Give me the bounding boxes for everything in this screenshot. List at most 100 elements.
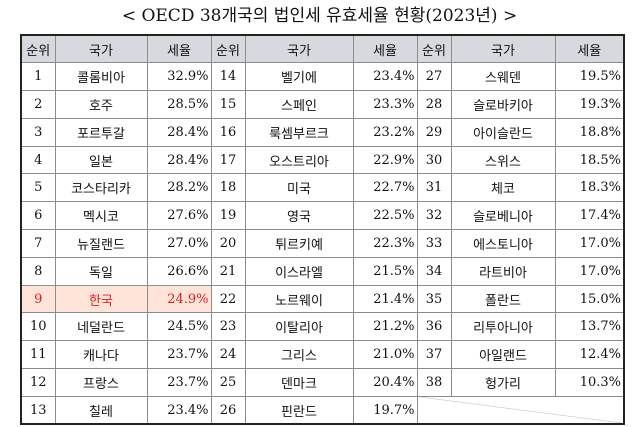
rank-cell: 19 bbox=[210, 201, 246, 231]
country-cell: 포르투갈 bbox=[54, 117, 148, 147]
rate-cell: 24.5% bbox=[146, 312, 212, 342]
rate-cell: 21.5% bbox=[352, 256, 418, 286]
rate-cell: 28.5% bbox=[146, 90, 212, 119]
rate-cell: 10.3% bbox=[554, 368, 625, 397]
table-row: 1 콜롬비아 32.9% 14 벨기에 23.4% 27 스웨덴 19.5% bbox=[20, 62, 625, 92]
rate-cell: 27.0% bbox=[146, 229, 212, 258]
rate-cell: 17.4% bbox=[554, 201, 625, 231]
country-cell: 덴마크 bbox=[244, 368, 354, 397]
rate-cell: 21.2% bbox=[352, 312, 418, 342]
rate-cell: 23.4% bbox=[146, 395, 212, 426]
country-cell: 에스토니아 bbox=[450, 229, 556, 258]
rate-cell: 18.3% bbox=[554, 173, 625, 203]
country-cell: 호주 bbox=[54, 90, 148, 119]
header-country: 국가 bbox=[54, 34, 148, 64]
rank-cell: 7 bbox=[20, 229, 56, 258]
rank-cell: 30 bbox=[416, 145, 452, 175]
table-row: 9 한국 24.9% 22 노르웨이 21.4% 35 폴란드 15.0% bbox=[20, 284, 625, 314]
rate-cell: 23.3% bbox=[352, 90, 418, 119]
rate-cell: 28.4% bbox=[146, 117, 212, 147]
country-cell: 네덜란드 bbox=[54, 312, 148, 342]
header-rate: 세율 bbox=[146, 34, 212, 64]
rank-cell: 4 bbox=[20, 145, 56, 175]
rank-cell: 6 bbox=[20, 201, 56, 231]
rate-cell: 17.0% bbox=[554, 229, 625, 258]
country-cell: 프랑스 bbox=[54, 368, 148, 397]
country-cell: 코스타리카 bbox=[54, 173, 148, 203]
country-cell: 라트비아 bbox=[450, 256, 556, 286]
rank-cell: 36 bbox=[416, 312, 452, 342]
rate-cell: 12.4% bbox=[554, 340, 625, 370]
rank-cell: 35 bbox=[416, 284, 452, 314]
rank-cell: 14 bbox=[210, 62, 246, 92]
country-cell: 콜롬비아 bbox=[54, 62, 148, 92]
header-rank: 순위 bbox=[210, 34, 246, 64]
rank-cell: 21 bbox=[210, 256, 246, 286]
rate-cell: 17.0% bbox=[554, 256, 625, 286]
rank-cell: 3 bbox=[20, 117, 56, 147]
rank-cell: 17 bbox=[210, 145, 246, 175]
rate-cell: 28.4% bbox=[146, 145, 212, 175]
rank-cell: 12 bbox=[20, 368, 56, 397]
rank-cell: 24 bbox=[210, 340, 246, 370]
rate-cell: 23.7% bbox=[146, 368, 212, 397]
rank-cell: 16 bbox=[210, 117, 246, 147]
rank-cell: 10 bbox=[20, 312, 56, 342]
country-cell: 노르웨이 bbox=[244, 284, 354, 314]
rank-cell: 31 bbox=[416, 173, 452, 203]
country-cell: 독일 bbox=[54, 256, 148, 286]
country-cell: 이스라엘 bbox=[244, 256, 354, 286]
rate-cell: 23.2% bbox=[352, 117, 418, 147]
rate-cell: 19.3% bbox=[554, 90, 625, 119]
country-cell: 슬로바키아 bbox=[450, 90, 556, 119]
rate-cell: 15.0% bbox=[554, 284, 625, 314]
rank-cell: 32 bbox=[416, 201, 452, 231]
rate-cell: 23.7% bbox=[146, 340, 212, 370]
country-cell: 리투아니아 bbox=[450, 312, 556, 342]
country-cell: 튀르키예 bbox=[244, 229, 354, 258]
rank-cell: 22 bbox=[210, 284, 246, 314]
header-rank: 순위 bbox=[20, 34, 56, 64]
country-cell: 한국 bbox=[54, 284, 148, 314]
table-row: 6 멕시코 27.6% 19 영국 22.5% 32 슬로베니아 17.4% bbox=[20, 201, 625, 231]
empty-cell bbox=[416, 395, 625, 426]
rate-cell: 22.9% bbox=[352, 145, 418, 175]
table-row: 2 호주 28.5% 15 스페인 23.3% 28 슬로바키아 19.3% bbox=[20, 90, 625, 119]
diagonal-line-icon bbox=[420, 397, 622, 423]
country-cell: 헝가리 bbox=[450, 368, 556, 397]
rank-cell: 2 bbox=[20, 90, 56, 119]
country-cell: 아일랜드 bbox=[450, 340, 556, 370]
rate-cell: 24.9% bbox=[146, 284, 212, 314]
rate-cell: 23.4% bbox=[352, 62, 418, 92]
rank-cell: 26 bbox=[210, 395, 246, 426]
table-row: 7 뉴질랜드 27.0% 20 튀르키예 22.3% 33 에스토니아 17.0% bbox=[20, 229, 625, 258]
table-row: 3 포르투갈 28.4% 16 룩셈부르크 23.2% 29 아이슬란드 18.8% bbox=[20, 117, 625, 147]
table-row: 10 네덜란드 24.5% 23 이탈리아 21.2% 36 리투아니아 13.7% bbox=[20, 312, 625, 342]
country-cell: 뉴질랜드 bbox=[54, 229, 148, 258]
header-rate: 세율 bbox=[554, 34, 625, 64]
rank-cell: 20 bbox=[210, 229, 246, 258]
rank-cell: 5 bbox=[20, 173, 56, 203]
rank-cell: 34 bbox=[416, 256, 452, 286]
rank-cell: 23 bbox=[210, 312, 246, 342]
rank-cell: 28 bbox=[416, 90, 452, 119]
rate-cell: 27.6% bbox=[146, 201, 212, 231]
rate-cell: 32.9% bbox=[146, 62, 212, 92]
country-cell: 슬로베니아 bbox=[450, 201, 556, 231]
country-cell: 아이슬란드 bbox=[450, 117, 556, 147]
country-cell: 룩셈부르크 bbox=[244, 117, 354, 147]
header-country: 국가 bbox=[450, 34, 556, 64]
rank-cell: 9 bbox=[20, 284, 56, 314]
table-row: 4 일본 28.4% 17 오스트리아 22.9% 30 스위스 18.5% bbox=[20, 145, 625, 175]
rate-cell: 22.5% bbox=[352, 201, 418, 231]
table-row: 12 프랑스 23.7% 25 덴마크 20.4% 38 헝가리 10.3% bbox=[20, 368, 625, 397]
rank-cell: 13 bbox=[20, 395, 56, 426]
rank-cell: 11 bbox=[20, 340, 56, 370]
rank-cell: 18 bbox=[210, 173, 246, 203]
country-cell: 그리스 bbox=[244, 340, 354, 370]
header-country: 국가 bbox=[244, 34, 354, 64]
rate-cell: 13.7% bbox=[554, 312, 625, 342]
rate-cell: 19.7% bbox=[352, 395, 418, 426]
country-cell: 스페인 bbox=[244, 90, 354, 119]
rank-cell: 8 bbox=[20, 256, 56, 286]
